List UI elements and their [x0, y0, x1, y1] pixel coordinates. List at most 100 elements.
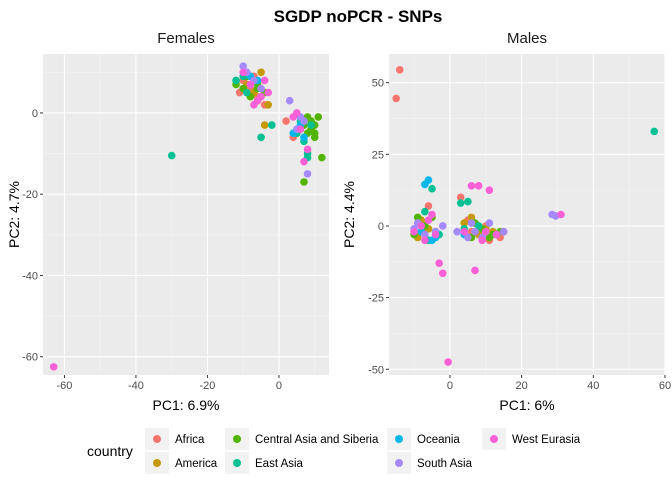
data-point [471, 266, 479, 275]
facet-title: Males [507, 30, 547, 47]
y-tick-label: -50 [368, 364, 384, 376]
x-tick-label: 0 [447, 380, 453, 392]
legend: country Africa America Central Asia and Sib… [87, 428, 581, 474]
y-tick-label: 25 [372, 149, 384, 161]
data-point [444, 358, 452, 366]
data-point [421, 207, 429, 216]
data-point [424, 202, 433, 210]
facet-panels: Females -60 -40 -20 0 0 -20 -40 -60 PC1: 6.9% PC2:… [6, 30, 671, 413]
facet-panel-0: Females -60 -40 -20 0 0 -20 -40 -60 PC1: 6.9% PC2:… [6, 30, 329, 413]
data-point [557, 210, 565, 219]
data-point [285, 96, 294, 105]
legend-swatch [395, 459, 403, 467]
data-point [239, 68, 247, 77]
data-point [492, 230, 501, 239]
data-point [257, 84, 265, 93]
data-point [421, 236, 429, 245]
data-point [49, 363, 58, 371]
data-point [456, 199, 465, 207]
data-point [253, 96, 262, 105]
data-point [438, 222, 447, 230]
data-point [485, 186, 494, 194]
legend-title: country [87, 443, 133, 459]
data-point [257, 133, 265, 142]
data-point [464, 197, 472, 206]
legend-item: Africa [145, 428, 205, 450]
y-tick-label: -60 [22, 352, 38, 364]
x-tick-label: 0 [276, 380, 282, 392]
data-point [474, 222, 483, 230]
data-point [413, 213, 422, 222]
legend-label: Oceania [417, 434, 460, 446]
data-point [424, 216, 433, 225]
data-point [478, 236, 486, 245]
data-point [650, 127, 659, 136]
data-point [314, 113, 323, 121]
data-point [438, 269, 447, 278]
data-point [318, 153, 326, 162]
data-point [485, 219, 494, 227]
data-point [467, 219, 476, 227]
data-point [435, 259, 443, 268]
panel-background [43, 54, 329, 375]
legend-swatch [153, 435, 161, 443]
data-point [428, 210, 436, 219]
legend-item: Oceania [387, 428, 460, 450]
y-tick-label: -40 [22, 270, 38, 282]
legend-label: East Asia [255, 458, 304, 470]
data-point [395, 65, 404, 74]
x-tick-label: 20 [515, 380, 527, 392]
y-axis-label: PC2: 4.7% [6, 181, 22, 248]
x-tick-label: -60 [56, 380, 72, 392]
data-point [474, 182, 483, 190]
data-point [260, 76, 269, 85]
y-tick-label: -25 [368, 293, 384, 305]
scatter-points [49, 62, 326, 371]
data-point [307, 121, 315, 129]
data-point [464, 233, 472, 242]
data-point [300, 178, 308, 186]
legend-swatch [233, 435, 241, 443]
data-point [453, 227, 461, 236]
data-point [303, 170, 312, 178]
data-point [481, 227, 490, 236]
facet-panel-1: Males 0 20 40 60 50 25 0 -25 -50 PC1: 6% PC2: 4.4% [341, 30, 671, 413]
data-point [428, 184, 436, 193]
data-point [460, 227, 469, 236]
data-point [289, 113, 298, 121]
legend-label: West Eurasia [512, 434, 581, 446]
data-point [167, 151, 176, 160]
data-point [485, 233, 494, 242]
data-point [264, 88, 273, 97]
data-point [456, 193, 465, 202]
data-point [392, 94, 400, 103]
data-point [467, 182, 476, 190]
legend-swatch [395, 435, 403, 443]
data-point [467, 213, 476, 222]
legend-item: South Asia [387, 452, 473, 474]
figure-title: SGDP noPCR - SNPs [274, 7, 443, 26]
data-point [239, 62, 247, 70]
x-tick-label: 40 [587, 380, 599, 392]
data-point [246, 80, 255, 89]
data-point [421, 180, 429, 189]
data-point [410, 227, 418, 236]
data-point [417, 222, 426, 230]
data-point [471, 227, 479, 236]
legend-label: Africa [175, 434, 205, 446]
data-point [232, 76, 240, 85]
legend-item: East Asia [225, 452, 304, 474]
data-point [303, 145, 312, 154]
x-tick-label: 60 [659, 380, 671, 392]
y-axis-label: PC2: 4.4% [341, 181, 357, 248]
y-tick-label: 0 [32, 108, 38, 120]
data-point [460, 219, 469, 227]
y-tick-label: -20 [22, 189, 38, 201]
legend-swatch [233, 459, 241, 467]
x-tick-label: -20 [199, 380, 215, 392]
x-axis-label: PC1: 6.9% [153, 397, 220, 413]
data-point [296, 125, 305, 133]
data-point [300, 157, 308, 166]
data-point [260, 121, 269, 129]
